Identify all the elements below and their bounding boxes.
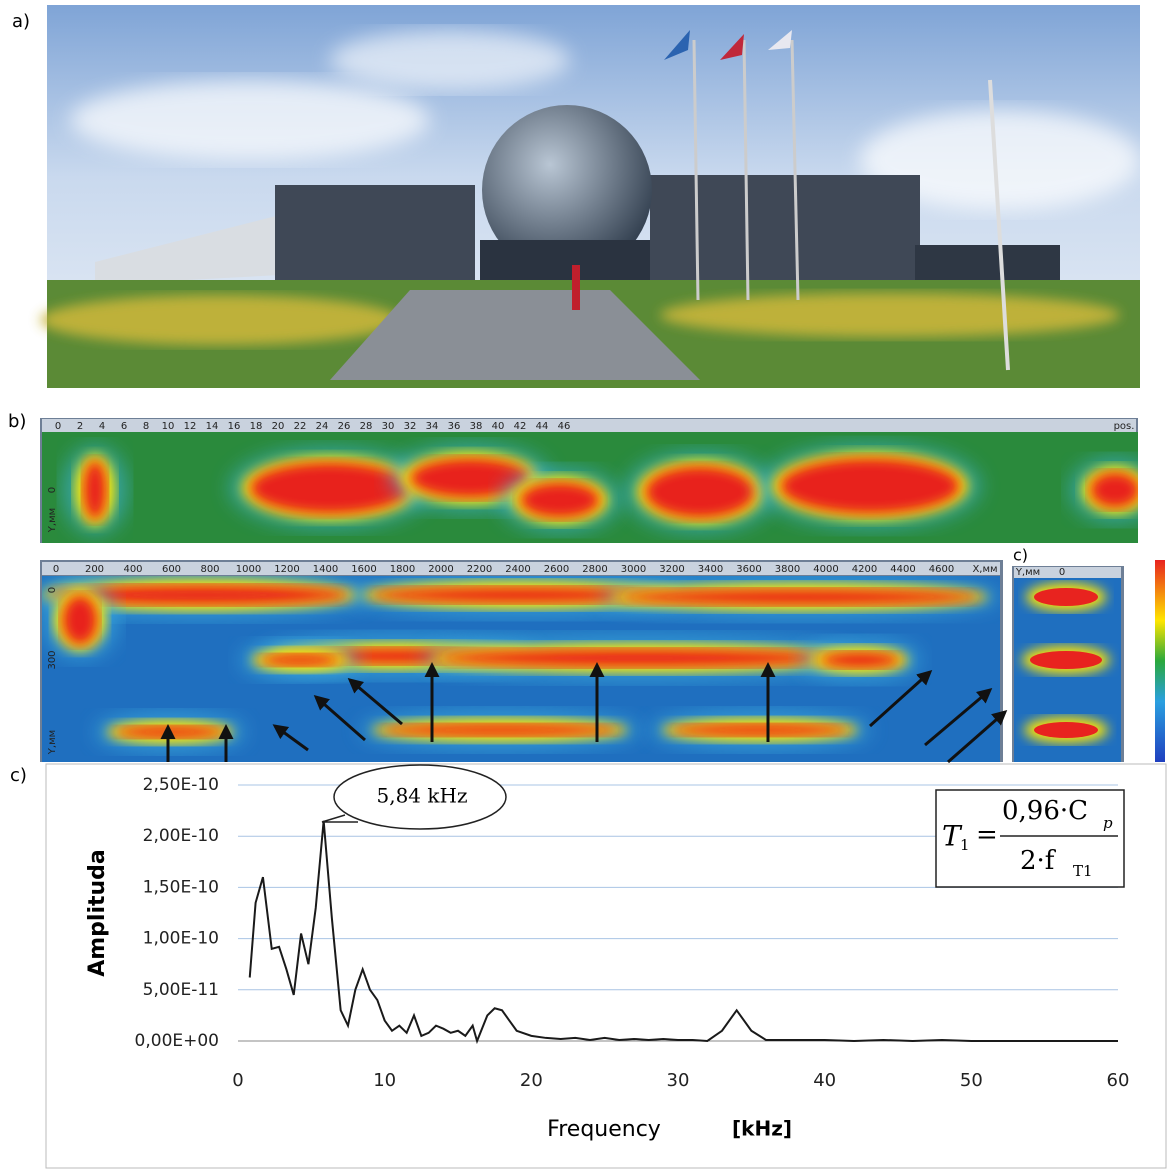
- x-tick-label: 1600: [351, 564, 376, 575]
- x-tick-label: 26: [338, 421, 351, 432]
- panel-label: c): [10, 765, 27, 786]
- y-tick-label: 1,50E-10: [143, 877, 219, 897]
- y-tick-label: 1,00E-10: [143, 929, 219, 949]
- y-tick-label: 0,00E+00: [135, 1031, 219, 1051]
- x-tick-label: 36: [448, 421, 461, 432]
- x-tick-label: 44: [536, 421, 549, 432]
- x-tick-label: 10: [162, 421, 175, 432]
- y-tick-label: 300: [47, 650, 58, 669]
- x-tick-label: 800: [200, 564, 219, 575]
- y-tick-label: 0: [47, 587, 58, 593]
- x-axis-label: Frequency: [547, 1117, 661, 1142]
- callout: 5,84 kHz: [321, 764, 507, 830]
- x-tick-label: 4400: [890, 564, 915, 575]
- axis-unit: Y,мм: [47, 730, 58, 755]
- y-tick-label: 0: [47, 487, 58, 493]
- x-tick-label: 32: [404, 421, 417, 432]
- x-tick-label: 10: [373, 1070, 396, 1091]
- x-tick-label: 3400: [698, 564, 723, 575]
- formula: T 1 = 0,96·C p 2·f T1: [935, 789, 1125, 888]
- x-tick-label: 60: [1107, 1070, 1130, 1091]
- panel-label: b): [8, 411, 26, 432]
- x-tick-label: 4: [99, 421, 105, 432]
- x-tick-label: 3200: [659, 564, 684, 575]
- x-tick-label: 50: [960, 1070, 983, 1091]
- x-tick-label: 0: [232, 1070, 243, 1091]
- y-axis-label: Amplituda: [85, 849, 110, 977]
- axis-unit: pos.: [1114, 421, 1135, 432]
- x-tick-label: 38: [470, 421, 483, 432]
- x-tick-label: 8: [143, 421, 149, 432]
- axis-unit: Y,мм: [1015, 567, 1040, 578]
- x-tick-label: 3000: [621, 564, 646, 575]
- x-tick-label: 2600: [544, 564, 569, 575]
- x-tick-label: 4600: [929, 564, 954, 575]
- y-tick-label: 2,50E-10: [143, 775, 219, 795]
- x-tick-label: 3800: [775, 564, 800, 575]
- gpr-scan-top: pos. 0 Y,мм 0 2 4 6 8 10 12 14 16 18 20 22 24 26 28 30 3…: [40, 418, 1138, 543]
- x-tick-label: 28: [360, 421, 373, 432]
- gpr-scan-bottom: X,мм 0 300 Y,мм 0 200 400 600 800 1000 1200 140…: [40, 560, 1003, 762]
- formula-denominator: 2·f: [1020, 846, 1057, 876]
- x-tick-label: 46: [558, 421, 571, 432]
- x-tick-label: 18: [250, 421, 263, 432]
- data-line: [248, 820, 1118, 1045]
- formula-eq: =: [976, 820, 998, 850]
- axis-unit: Y,мм: [47, 508, 58, 533]
- x-tick-label: 30: [667, 1070, 690, 1091]
- x-tick-label: 2200: [467, 564, 492, 575]
- x-tick-label: 24: [316, 421, 329, 432]
- formula-numerator: 0,96·C: [1002, 796, 1088, 826]
- chart-frame: [45, 763, 1167, 1169]
- x-tick-label: 34: [426, 421, 439, 432]
- x-tick-label: 40: [492, 421, 505, 432]
- axis-unit: X,мм: [972, 564, 997, 575]
- x-tick-label: 4000: [813, 564, 838, 575]
- x-tick-label: 2800: [582, 564, 607, 575]
- x-tick-label: 0: [55, 421, 61, 432]
- x-tick-label: 0: [53, 564, 59, 575]
- x-tick-label: 0: [1059, 567, 1065, 578]
- chart: 0,00E+00 5,00E-11 1,00E-10 1,50E-10 2,00E-10…: [135, 775, 1130, 1091]
- x-tick-label: 16: [228, 421, 241, 432]
- x-tick-label: 1200: [274, 564, 299, 575]
- x-tick-label: 12: [184, 421, 197, 432]
- x-tick-label: 2000: [428, 564, 453, 575]
- x-tick-label: 2400: [505, 564, 530, 575]
- formula-lhs: T: [942, 820, 963, 853]
- x-tick-label: 400: [123, 564, 142, 575]
- x-tick-label: 14: [206, 421, 219, 432]
- color-scale: [1155, 560, 1165, 762]
- x-tick-label: 30: [382, 421, 395, 432]
- x-tick-label: 3600: [736, 564, 761, 575]
- x-tick-label: 1000: [236, 564, 261, 575]
- x-tick-label: 20: [272, 421, 285, 432]
- x-tick-label: 1800: [390, 564, 415, 575]
- x-tick-label: 2: [77, 421, 83, 432]
- y-tick-label: 5,00E-11: [143, 980, 219, 1000]
- x-axis-unit: [kHz]: [732, 1117, 792, 1141]
- formula-sub: p: [1103, 814, 1113, 832]
- x-tick-label: 6: [121, 421, 127, 432]
- y-tick-label: 2,00E-10: [143, 826, 219, 846]
- x-tick-label: 20: [520, 1070, 543, 1091]
- photo: [40, 5, 1140, 388]
- gpr-scan-side: Y,мм 0 c): [1012, 546, 1124, 762]
- x-tick-label: 22: [294, 421, 307, 432]
- panel-label: c): [1013, 546, 1028, 565]
- x-tick-label: 200: [85, 564, 104, 575]
- x-tick-label: 600: [162, 564, 181, 575]
- formula-sub: T1: [1073, 862, 1093, 880]
- x-tick-label: 40: [813, 1070, 836, 1091]
- arrows: [160, 662, 1008, 764]
- x-tick-label: 42: [514, 421, 527, 432]
- x-tick-label: 1400: [313, 564, 338, 575]
- annotation: 5,84 kHz: [377, 784, 468, 808]
- x-tick-label: 4200: [852, 564, 877, 575]
- panel-label: a): [12, 11, 30, 32]
- formula-sub: 1: [960, 836, 970, 854]
